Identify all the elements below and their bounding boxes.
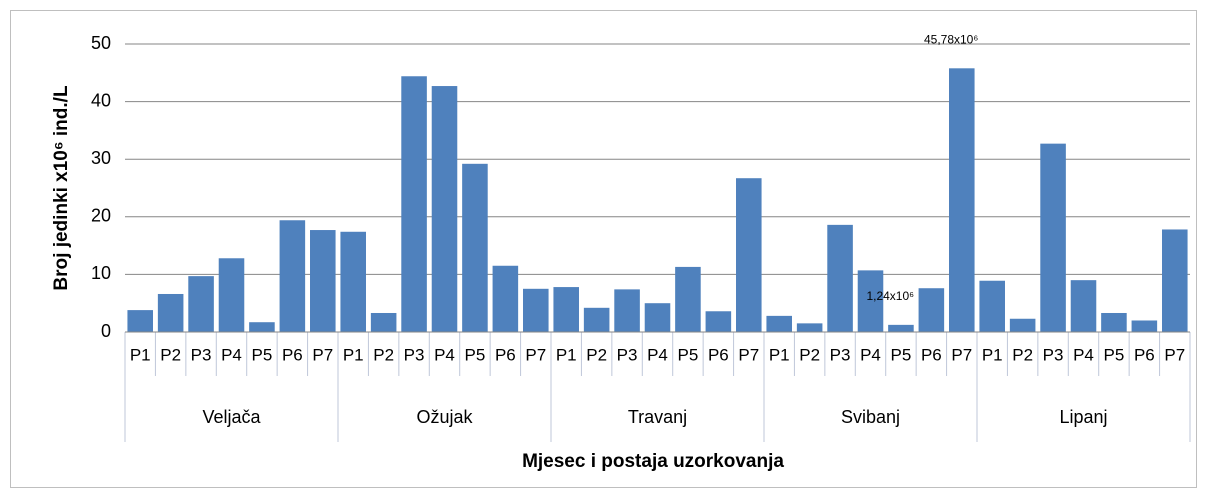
- bar: [1162, 229, 1188, 332]
- bar: [249, 322, 275, 332]
- x-tick-label: P1: [982, 345, 1003, 364]
- x-tick-label: P4: [434, 345, 455, 364]
- x-tick-label: P1: [556, 345, 577, 364]
- x-tick-label: P7: [312, 345, 333, 364]
- bar: [736, 178, 762, 332]
- x-tick-label: P3: [830, 345, 851, 364]
- chart-border: [10, 10, 1197, 488]
- x-tick-label: P4: [647, 345, 668, 364]
- bar: [523, 288, 549, 332]
- x-tick-label: P7: [738, 345, 759, 364]
- bar: [462, 163, 488, 332]
- bar: [431, 86, 458, 332]
- bar: [1131, 320, 1158, 332]
- bar: [857, 270, 884, 332]
- x-tick-label: P5: [678, 345, 699, 364]
- x-tick-label: P6: [282, 345, 303, 364]
- bar: [1009, 318, 1036, 332]
- y-tick-label: 10: [91, 263, 111, 283]
- x-tick-label: P7: [525, 345, 546, 364]
- bar: [218, 258, 245, 332]
- bar: [827, 224, 853, 332]
- bar: [340, 231, 366, 332]
- x-tick-label: P3: [1043, 345, 1064, 364]
- bar: [1040, 143, 1066, 332]
- x-tick-label: P4: [860, 345, 881, 364]
- group-label: Veljača: [202, 407, 261, 427]
- bar: [188, 276, 214, 332]
- bar: [127, 310, 153, 332]
- x-tick-label: P3: [191, 345, 212, 364]
- bar: [553, 287, 579, 332]
- group-label: Travanj: [628, 407, 687, 427]
- bar: [157, 293, 184, 332]
- bar: [279, 220, 306, 332]
- bar: [401, 76, 427, 332]
- bar: [796, 323, 823, 332]
- x-tick-label: P2: [586, 345, 607, 364]
- x-tick-label: P4: [221, 345, 242, 364]
- x-tick-label: P2: [160, 345, 181, 364]
- x-tick-label: P3: [404, 345, 425, 364]
- bar: [979, 280, 1005, 332]
- bar: [705, 311, 732, 332]
- bar: [370, 312, 397, 332]
- x-tick-label: P3: [617, 345, 638, 364]
- group-label: Lipanj: [1059, 407, 1107, 427]
- y-tick-label: 30: [91, 148, 111, 168]
- bar: [918, 288, 945, 332]
- x-tick-label: P7: [1164, 345, 1185, 364]
- y-tick-label: 40: [91, 90, 111, 110]
- y-tick-label: 20: [91, 206, 111, 226]
- bar: [888, 324, 914, 332]
- group-label: Svibanj: [841, 407, 900, 427]
- x-tick-label: P6: [921, 345, 942, 364]
- y-axis-title: Broj jedinki x10⁶ ind./L: [51, 85, 72, 291]
- x-tick-label: P4: [1073, 345, 1094, 364]
- x-tick-label: P1: [130, 345, 151, 364]
- x-tick-label: P2: [373, 345, 394, 364]
- x-tick-label: P6: [1134, 345, 1155, 364]
- bar: [644, 303, 671, 332]
- x-tick-label: P5: [1104, 345, 1125, 364]
- value-label: 45,78x10⁶: [924, 32, 978, 46]
- bar: [949, 68, 975, 333]
- x-tick-label: P6: [495, 345, 516, 364]
- bar: [492, 265, 519, 332]
- bar: [766, 315, 792, 332]
- value-label: 1,24x10⁶: [866, 289, 914, 303]
- bar: [583, 307, 610, 332]
- x-tick-label: P6: [708, 345, 729, 364]
- group-label: Ožujak: [416, 407, 473, 427]
- x-axis-title: Mjesec i postaja uzorkovanja: [522, 451, 784, 472]
- x-tick-label: P2: [799, 345, 820, 364]
- x-tick-label: P5: [465, 345, 486, 364]
- x-tick-label: P5: [252, 345, 273, 364]
- bar: [675, 266, 701, 332]
- x-tick-label: P7: [951, 345, 972, 364]
- y-tick-label: 0: [101, 321, 111, 341]
- bar: [1101, 312, 1127, 332]
- x-tick-label: P1: [769, 345, 790, 364]
- bar: [1070, 280, 1097, 332]
- bar: [614, 289, 640, 332]
- x-tick-label: P1: [343, 345, 364, 364]
- x-tick-label: P2: [1012, 345, 1033, 364]
- x-tick-label: P5: [891, 345, 912, 364]
- y-tick-label: 50: [91, 33, 111, 53]
- bar: [310, 230, 336, 332]
